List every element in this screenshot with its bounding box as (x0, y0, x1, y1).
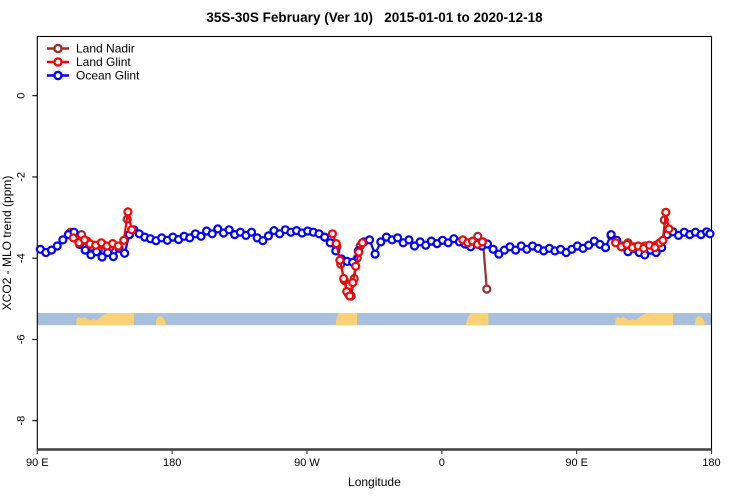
data-point-marker (606, 230, 616, 240)
x-axis-label: Longitude (348, 475, 401, 489)
legend-circle-marker (53, 57, 63, 67)
data-point-marker (127, 225, 137, 235)
data-point-marker (376, 237, 386, 247)
data-point-marker (345, 291, 355, 301)
data-point-marker (488, 244, 498, 254)
legend-item-land-glint: Land Glint (47, 55, 131, 69)
data-point-marker (246, 227, 257, 237)
data-point-marker (258, 236, 268, 246)
data-point-marker (705, 229, 715, 239)
data-point-marker (661, 207, 671, 217)
map-strip-land-south-america (336, 313, 357, 326)
chart-title: 35S-30S February (Ver 10) 2015-01-01 to … (206, 10, 543, 25)
data-point-marker (404, 235, 414, 245)
x-tick-label: 90 E (565, 457, 588, 469)
map-strip-land-australia-repeat (615, 313, 673, 326)
data-point-marker (58, 235, 68, 245)
data-point-marker (113, 241, 123, 251)
y-tick-label: -4 (16, 253, 28, 263)
y-tick-label: -6 (16, 335, 28, 345)
data-point-marker (335, 255, 345, 265)
x-tick-label: 90 W (294, 457, 320, 469)
data-point-marker (339, 273, 349, 284)
data-point-marker (331, 239, 341, 249)
y-tick-label: -8 (16, 416, 28, 426)
series-ocean-glint (35, 224, 715, 267)
data-point-marker (263, 231, 273, 241)
data-point-marker (327, 229, 337, 239)
data-point-marker (482, 284, 492, 294)
data-point-marker (320, 232, 330, 242)
data-point-marker (123, 207, 133, 217)
data-point-marker (119, 235, 129, 245)
data-point-marker (97, 252, 107, 262)
data-point-marker (224, 225, 234, 235)
map-strip-land-new-zealand (156, 316, 166, 326)
legend-item-land-nadir: Land Nadir (47, 42, 135, 56)
x-tick-label: 0 (439, 457, 445, 469)
x-tick-label: 90 E (26, 457, 49, 469)
map-strip-land-africa (466, 313, 489, 326)
series-land-glint (68, 207, 674, 301)
legend-label: Land Nadir (76, 42, 135, 56)
data-point-marker (477, 237, 487, 247)
data-point-marker (108, 252, 118, 262)
legend-circle-marker (53, 70, 63, 81)
map-strip-ocean (37, 313, 712, 326)
data-point-marker (664, 224, 674, 234)
data-point-marker (348, 278, 358, 288)
series-land-nadir (65, 214, 669, 301)
legend-label: Land Glint (76, 55, 131, 69)
map-strip-land-new-zealand-repeat (695, 316, 705, 326)
data-point-marker (52, 241, 62, 251)
data-point-marker (600, 243, 611, 253)
data-point-marker (80, 245, 90, 255)
map-strip-land-australia (76, 313, 134, 326)
data-point-marker (357, 238, 367, 248)
y-axis-label: XCO2 - MLO trend (ppm) (0, 176, 14, 311)
x-tick-label: 180 (163, 457, 181, 469)
y-tick-label: -2 (16, 172, 28, 182)
data-point-marker (68, 233, 78, 243)
data-point-marker (393, 233, 403, 243)
data-point-marker (196, 231, 206, 241)
data-point-marker (658, 235, 668, 245)
data-point-marker (354, 247, 364, 257)
legend-label: Ocean Glint (76, 69, 140, 83)
data-point-marker (119, 248, 130, 258)
data-point-marker (351, 261, 361, 271)
x-tick-label: 180 (702, 457, 720, 469)
plot-frame (36, 35, 713, 451)
data-point-marker (370, 249, 380, 259)
y-tick-label: 0 (16, 93, 28, 99)
data-point-marker (364, 235, 375, 245)
data-point-marker (207, 229, 217, 239)
legend-item-ocean-glint: Ocean Glint (47, 69, 140, 83)
legend-circle-marker (53, 43, 63, 54)
